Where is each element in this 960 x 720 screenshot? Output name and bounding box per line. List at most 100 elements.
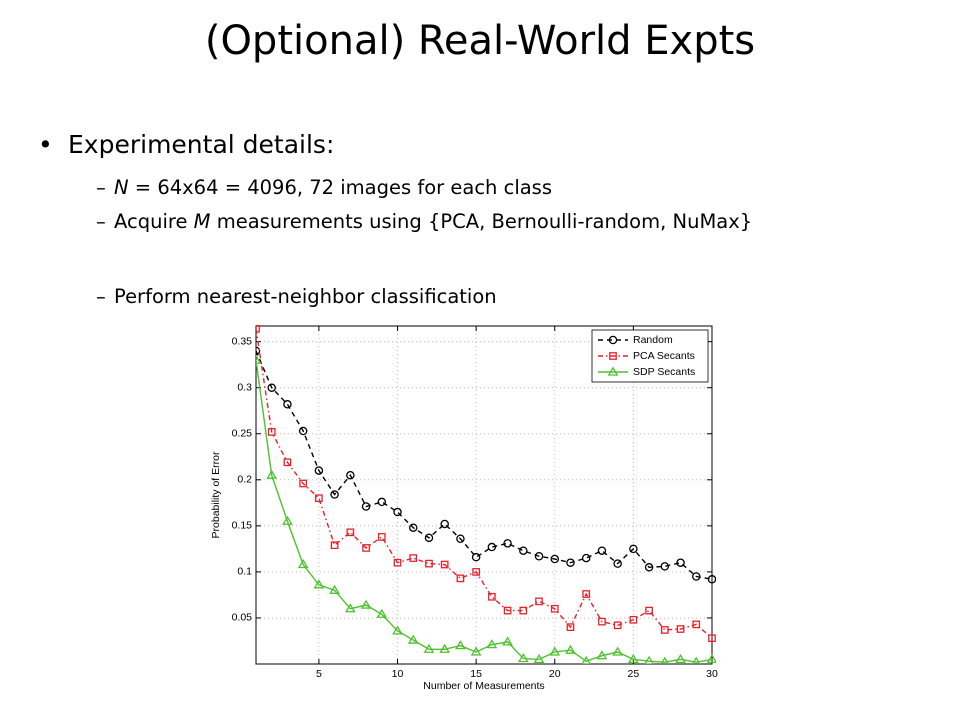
marker [267,383,276,392]
legend: Random PCA Secants SDP Secants [591,329,709,383]
marker [676,625,685,633]
marker [377,533,386,541]
marker [267,428,276,436]
marker [424,533,434,543]
marker [377,497,387,507]
marker [534,551,544,561]
marker [299,479,308,488]
marker [488,592,496,601]
marker [471,552,481,562]
marker [487,542,497,552]
x-tick-label: 25 [628,668,640,680]
marker [675,653,686,664]
marker [283,458,292,467]
sub-bullet: – N = 64x64 = 4096, 72 images for each cl… [96,176,553,199]
marker [455,640,466,650]
marker [581,553,591,563]
marker [550,604,559,613]
marker [345,603,356,613]
marker [256,354,262,364]
marker [362,544,370,552]
bullet-text: Experimental details: [68,130,335,159]
marker [596,650,608,660]
marker [660,656,670,664]
marker [613,621,622,630]
marker [407,634,419,644]
legend-label: Random [633,334,673,346]
marker [393,507,402,517]
marker [644,655,654,664]
x-tick-label: 5 [316,668,322,680]
marker [425,559,433,568]
y-tick-label: 0.1 [237,566,252,578]
marker [692,620,701,629]
marker [297,559,309,569]
marker [645,606,653,615]
text: measurements using {PCA, Bernoulli-rando… [210,210,753,233]
marker [456,534,465,543]
marker [329,584,340,594]
marker [597,546,607,555]
marker [440,560,449,569]
marker [314,466,324,475]
marker [549,646,561,656]
marker [519,606,528,615]
marker [691,656,701,664]
marker [409,554,418,562]
marker [533,653,545,664]
marker [644,563,654,572]
marker [315,494,323,503]
series-line [256,328,713,639]
y-tick-label: 0.15 [232,520,253,532]
marker [408,523,418,532]
marker [660,626,669,634]
text: Acquire [114,210,194,233]
marker [502,636,513,646]
marker [535,597,543,606]
marker [607,366,619,376]
marker [613,559,622,568]
text: N [114,176,129,199]
marker [486,639,498,649]
text: = 64x64 = 4096, 72 images for each class [128,176,553,199]
marker [608,335,618,345]
marker [598,617,606,626]
marker [629,615,638,624]
y-tick-label: 0.25 [232,428,253,440]
marker [266,469,278,479]
marker [628,653,639,664]
sub-bullet: – Perform nearest-neighbor classification [96,285,497,308]
marker [393,558,402,567]
marker [256,346,261,356]
marker [330,541,339,550]
y-axis-label: Probability of Error [210,451,222,538]
marker [629,544,638,554]
y-tick-label: 0.2 [237,474,252,486]
marker [346,470,355,480]
legend-label: SDP Secants [633,366,695,378]
marker [440,519,449,529]
marker [707,575,716,584]
x-tick-label: 30 [706,668,718,680]
series [256,346,716,584]
marker [676,558,685,567]
marker [550,554,560,564]
marker [582,590,591,598]
marker [612,646,623,656]
marker [660,562,670,571]
marker [470,646,482,656]
marker [519,546,528,555]
series [256,354,716,664]
y-tick-label: 0.05 [232,612,253,624]
marker [360,599,372,609]
marker [282,515,293,525]
y-tick-label: 0.35 [232,335,253,347]
marker [256,324,260,333]
chart: 0.05 0.1 0.15 0.2 0.25 0.3 0.35 5 10 15 20 25 30 Numb… [210,324,718,692]
marker [313,579,325,589]
marker [361,502,371,511]
marker [566,558,575,567]
marker [283,400,292,409]
marker [609,352,617,360]
